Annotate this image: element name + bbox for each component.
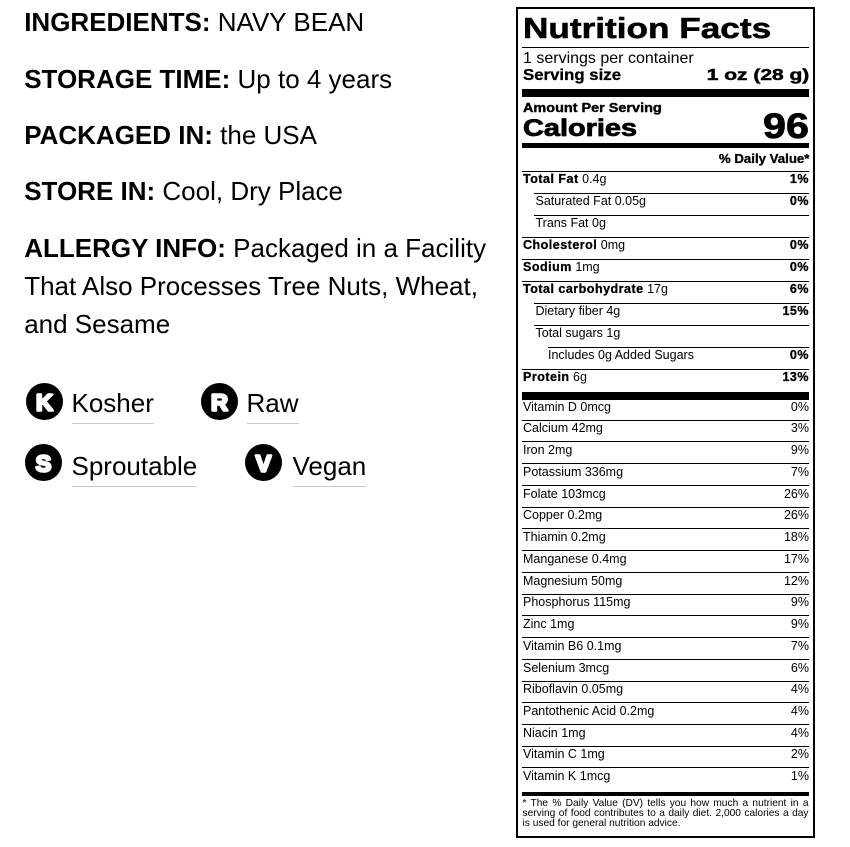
svg-text:S: S	[36, 451, 52, 477]
svg-text:V: V	[255, 451, 271, 477]
svg-text:R: R	[211, 390, 228, 416]
svg-text:K: K	[36, 390, 53, 416]
